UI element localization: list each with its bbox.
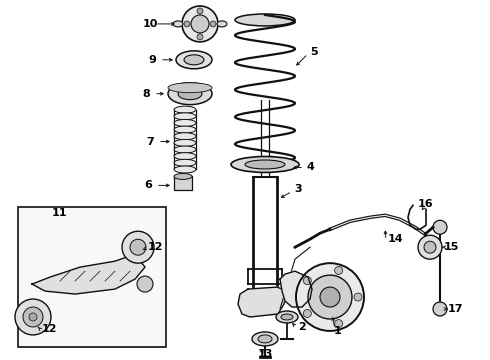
Ellipse shape [174, 106, 196, 113]
Text: 11: 11 [52, 208, 68, 218]
Ellipse shape [252, 332, 278, 346]
Circle shape [23, 307, 43, 327]
Ellipse shape [168, 83, 212, 105]
Ellipse shape [281, 314, 293, 320]
Text: 17: 17 [448, 304, 464, 314]
Ellipse shape [174, 153, 196, 159]
Circle shape [308, 275, 352, 319]
Text: 10: 10 [143, 19, 158, 29]
Ellipse shape [184, 55, 204, 65]
Ellipse shape [174, 133, 196, 140]
Ellipse shape [174, 139, 196, 147]
Circle shape [184, 21, 190, 27]
Ellipse shape [258, 335, 272, 343]
Ellipse shape [174, 159, 196, 166]
Ellipse shape [276, 311, 298, 323]
Circle shape [15, 299, 51, 335]
Text: 14: 14 [388, 234, 404, 244]
Circle shape [433, 220, 447, 234]
Text: 8: 8 [142, 89, 150, 99]
Circle shape [335, 266, 343, 274]
Circle shape [130, 239, 146, 255]
Ellipse shape [174, 126, 196, 133]
Polygon shape [238, 287, 286, 317]
Text: 1: 1 [334, 326, 342, 336]
Text: 3: 3 [294, 184, 302, 194]
Circle shape [210, 21, 216, 27]
Text: 5: 5 [310, 47, 318, 57]
Ellipse shape [235, 14, 295, 26]
Circle shape [303, 276, 311, 285]
Text: 6: 6 [144, 180, 152, 190]
Circle shape [296, 263, 364, 331]
Ellipse shape [168, 83, 212, 93]
Circle shape [137, 276, 153, 292]
Circle shape [335, 320, 343, 328]
Circle shape [191, 15, 209, 33]
Circle shape [122, 231, 154, 263]
Circle shape [303, 310, 311, 318]
Circle shape [197, 34, 203, 40]
Circle shape [354, 293, 362, 301]
Polygon shape [32, 254, 145, 294]
Text: 12: 12 [42, 324, 57, 334]
Text: 12: 12 [148, 242, 164, 252]
Text: 2: 2 [298, 322, 306, 332]
Ellipse shape [176, 51, 212, 69]
Ellipse shape [174, 113, 196, 120]
Text: 15: 15 [444, 242, 460, 252]
Circle shape [182, 6, 218, 42]
Circle shape [433, 302, 447, 316]
Polygon shape [280, 271, 312, 307]
Ellipse shape [178, 88, 202, 100]
Text: 7: 7 [146, 136, 154, 147]
Text: 13: 13 [258, 349, 273, 359]
Circle shape [424, 241, 436, 253]
Ellipse shape [217, 21, 227, 27]
Ellipse shape [174, 174, 192, 179]
Ellipse shape [245, 160, 285, 169]
Bar [18, 207, 166, 347]
Circle shape [320, 287, 340, 307]
Ellipse shape [173, 21, 183, 27]
Ellipse shape [174, 146, 196, 153]
Circle shape [29, 313, 37, 321]
Bar [174, 176, 192, 190]
Text: 4: 4 [306, 162, 314, 172]
Ellipse shape [231, 157, 299, 172]
Circle shape [418, 235, 442, 259]
Text: 9: 9 [148, 55, 156, 65]
Text: 16: 16 [418, 199, 434, 210]
Circle shape [197, 8, 203, 14]
Ellipse shape [174, 166, 196, 173]
Ellipse shape [174, 120, 196, 126]
